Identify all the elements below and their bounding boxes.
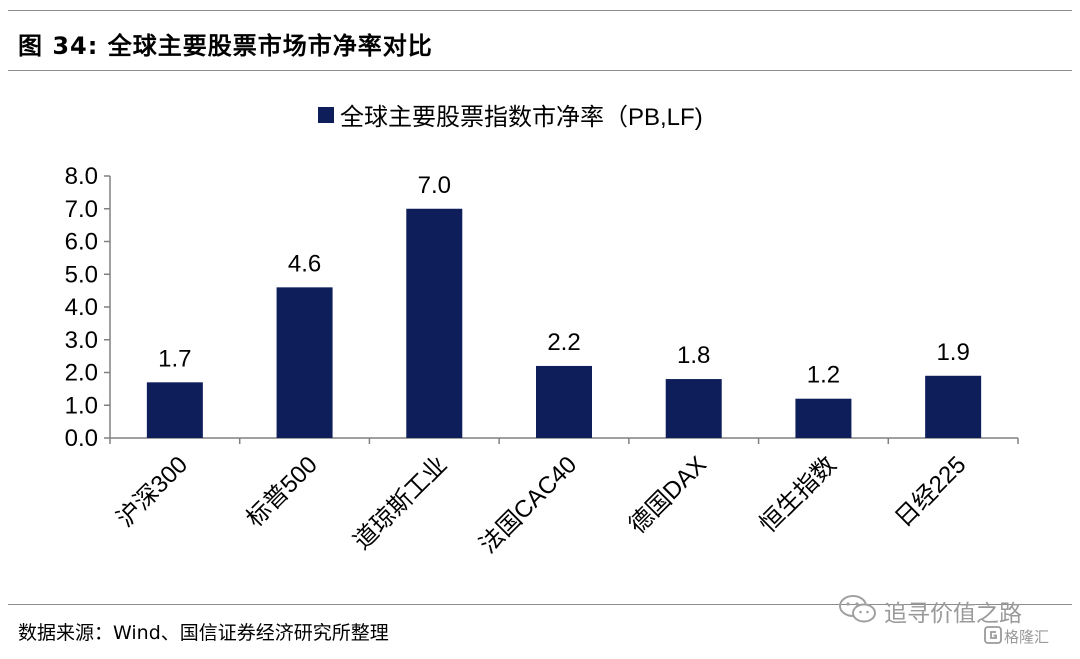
watermark-brand: 格隆汇 [1004,628,1050,646]
x-category-label: 道琼斯工业 [349,451,453,555]
legend-swatch [318,107,334,123]
x-category-label: 恒生指数 [755,451,842,538]
x-category-label: 法国CAC40 [474,451,582,559]
top-rule [8,10,1072,11]
bottom-rule [8,604,1072,605]
x-category-label: 标普500 [241,451,322,532]
data-label: 2.2 [547,329,580,356]
bar [276,287,333,438]
data-label: 4.6 [288,250,321,277]
watermark: 追寻价值之路 格隆汇 [838,592,1068,652]
x-category-label: 沪深300 [112,451,193,532]
y-tick-label: 0.0 [65,425,98,452]
gelonghui-logo-icon [984,626,1002,644]
source-note: 数据来源：Wind、国信证券经济研究所整理 [18,622,389,644]
data-label: 1.9 [936,339,969,366]
bar [925,375,982,438]
legend-label: 全球主要股票指数市净率（PB,LF) [340,104,703,131]
y-tick-label: 8.0 [65,163,98,190]
bar [406,208,463,438]
bar [146,382,203,438]
data-label: 7.0 [418,172,451,199]
y-tick-label: 3.0 [65,327,98,354]
y-tick-label: 1.0 [65,392,98,419]
y-tick-label: 4.0 [65,294,98,321]
wechat-icon [839,595,876,623]
y-tick-label: 6.0 [65,229,98,256]
y-tick-label: 2.0 [65,360,98,387]
x-category-label: 德国DAX [624,451,712,539]
watermark-text: 追寻价值之路 [884,601,1022,627]
data-label: 1.2 [807,362,840,389]
data-label: 1.7 [158,345,191,372]
x-category-label: 日经225 [890,451,971,532]
bar [665,379,722,438]
bar [795,398,852,438]
data-label: 1.8 [677,342,710,369]
y-tick-label: 7.0 [65,196,98,223]
figure-title: 图 34: 全球主要股票市场市净率对比 [18,32,433,60]
y-tick-label: 5.0 [65,261,98,288]
bar [536,365,592,438]
title-rule [8,70,1072,71]
